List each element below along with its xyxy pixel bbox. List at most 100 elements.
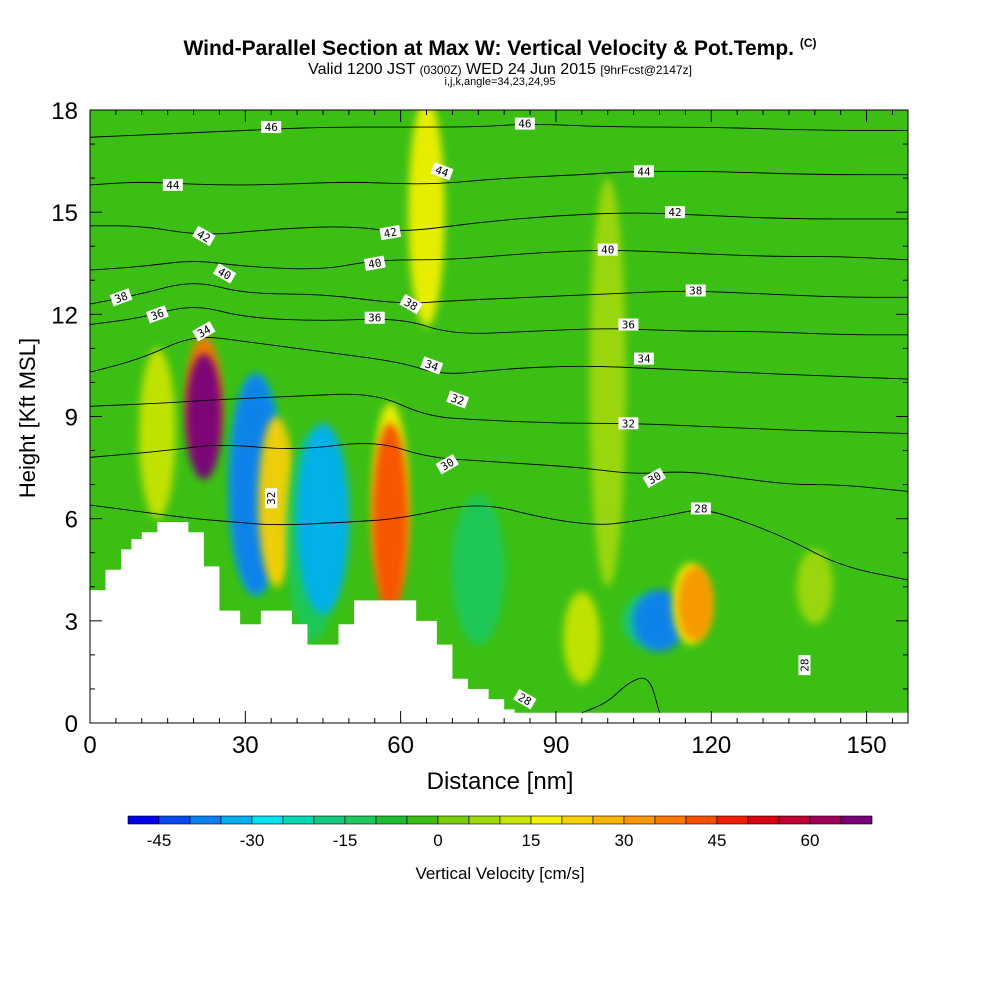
colorbar-tick-label: -15 [333,831,358,850]
colorbar-swatch [561,815,594,825]
contour-label: 46 [514,117,535,131]
contour-label-text: 44 [166,179,180,192]
velocity-cell [589,178,626,587]
velocity-blobs [139,110,834,684]
contour-label: 34 [192,321,216,342]
theta-contour-38 [90,283,908,305]
contour-label: 46 [261,121,282,134]
contour-label-box [192,321,216,342]
colorbar-swatch [499,815,532,825]
contour-label-text: 40 [601,244,614,257]
contour-label-text: 44 [637,165,651,178]
colorbar: -45 -30 -15 0 15 30 45 60 [127,815,873,850]
theta-contour-32 [90,393,908,434]
contour-label: 32 [446,390,470,409]
contour-label-box [430,162,454,181]
x-tick-label: 30 [232,732,259,759]
contour-label: 28 [690,502,711,515]
contour-label-box [446,390,470,409]
colorbar-swatch [282,815,315,825]
velocity-cell [185,353,223,480]
contour-label-text: 42 [668,206,681,219]
velocity-cell [408,110,445,327]
valid-time-label: Valid 1200 JST [308,61,416,78]
colorbar-swatch [623,815,656,825]
contour-label-text: 28 [694,502,707,515]
contour-label: 32 [618,417,639,430]
contour-label-box [363,255,386,271]
valid-date-label: WED 24 Jun 2015 [466,61,596,78]
contour-label-box [665,206,686,219]
contour-label: 36 [364,311,385,325]
colorbar-swatch [313,815,346,825]
colorbar-swatch [840,815,873,825]
y-tick-label: 3 [65,609,78,636]
contour-label-box [633,352,654,365]
colorbar-swatch [530,815,563,825]
theta-contour-42 [90,212,908,235]
contour-label: 36 [145,305,169,324]
contour-label-box [379,224,402,241]
contour-label-box [633,165,654,178]
contour-label-box [642,467,666,488]
contour-label-box [435,453,459,475]
contour-label-box [192,225,216,247]
colorbar-swatch [375,815,408,825]
contour-label-text: 42 [195,227,213,245]
colorbar-swatch [778,815,811,825]
colorbar-swatch [716,815,749,825]
theta-contour-28 [90,504,908,581]
contour-label: 34 [420,356,444,375]
forecast-label: [9hrFcst@2147z] [600,63,692,77]
contour-label: 38 [109,288,133,307]
colorbar-swatch [809,815,842,825]
contour-label: 44 [633,165,654,178]
y-tick-label: 18 [51,98,78,125]
colorbar-swatch [592,815,625,825]
contour-label-text: 28 [516,691,534,709]
colorbar-swatch [251,815,284,825]
contour-label-box [420,356,444,375]
contour-label-box [513,688,537,710]
colorbar-tick-label: 60 [801,831,820,850]
colorbar-swatch [468,815,501,825]
colorbar-swatch [654,815,687,825]
contour-label-text: 36 [622,319,635,332]
contour-label-box [685,284,706,297]
contour-label: 42 [192,225,216,247]
y-tick-label: 12 [51,302,78,329]
copyright-mark: (C) [799,36,817,50]
theta-contour-36 [90,307,908,336]
contour-label-text: 30 [646,469,664,487]
contour-label-text: 36 [368,312,381,325]
contour-label-box [162,178,183,191]
contour-label-text: 38 [402,296,420,314]
indices-label: i,j,k,angle=34,23,24,95 [444,76,556,88]
contour-label-box [265,488,278,509]
contour-label: 40 [597,243,618,257]
contour-label-text: 32 [449,392,466,409]
contour-label-box [514,117,535,130]
contour-label: 28 [513,688,537,710]
terrain-mask [90,522,908,723]
contour-label: 38 [399,293,423,315]
velocity-cell [677,566,714,642]
contour-label-text: 28 [798,658,811,671]
velocity-cell [296,423,350,615]
x-axis-label: Distance [nm] [426,768,574,795]
colorbar-swatch [406,815,439,825]
y-tick-label: 6 [65,507,78,534]
y-tick-label: 0 [65,711,78,738]
contour-label-text: 34 [423,358,440,375]
theta-contour-30 [90,443,908,492]
contour-label: 40 [212,263,237,284]
x-tick-label: 90 [543,732,570,759]
contour-label: 36 [618,318,639,332]
y-axis-label: Height [Kft MSL] [15,337,40,499]
contour-label: 44 [162,178,183,192]
contour-label-text: 32 [265,492,278,505]
contour-label: 44 [430,162,454,181]
colorbar-tick-label: 0 [433,831,442,850]
